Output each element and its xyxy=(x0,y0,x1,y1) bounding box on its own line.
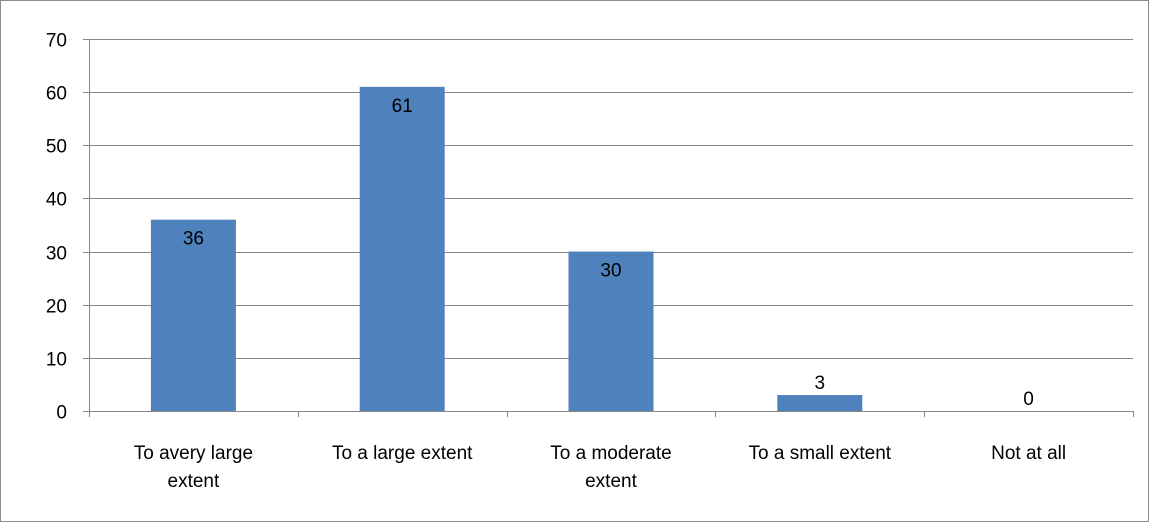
x-tick-label: To a moderate xyxy=(550,443,671,464)
y-tick-label: 0 xyxy=(56,403,67,424)
data-label: 30 xyxy=(600,261,621,282)
y-tick-label: 30 xyxy=(46,244,67,265)
bar-0 xyxy=(150,219,236,411)
bar-3 xyxy=(777,395,863,411)
bars xyxy=(150,86,863,411)
data-label: 36 xyxy=(183,229,204,250)
x-tick-label: extent xyxy=(585,471,637,492)
data-label: 3 xyxy=(815,373,826,394)
x-tick-label: To avery large xyxy=(134,443,253,464)
x-tick-label: To a large extent xyxy=(332,443,473,464)
x-tick-label: To a small extent xyxy=(749,443,892,464)
data-label: 61 xyxy=(392,96,413,117)
y-tick-label: 20 xyxy=(46,297,67,318)
x-tick-label: Not at all xyxy=(991,443,1066,464)
data-label: 0 xyxy=(1023,389,1034,410)
y-tick-label: 40 xyxy=(46,190,67,211)
y-tick-label: 70 xyxy=(46,31,67,52)
y-tick-label: 10 xyxy=(46,350,67,371)
axes xyxy=(83,39,1134,417)
y-tick-label: 50 xyxy=(46,137,67,158)
bar-1 xyxy=(359,86,445,411)
bar-2 xyxy=(568,251,654,411)
y-tick-label: 60 xyxy=(46,84,67,105)
x-tick-label: extent xyxy=(168,471,220,492)
